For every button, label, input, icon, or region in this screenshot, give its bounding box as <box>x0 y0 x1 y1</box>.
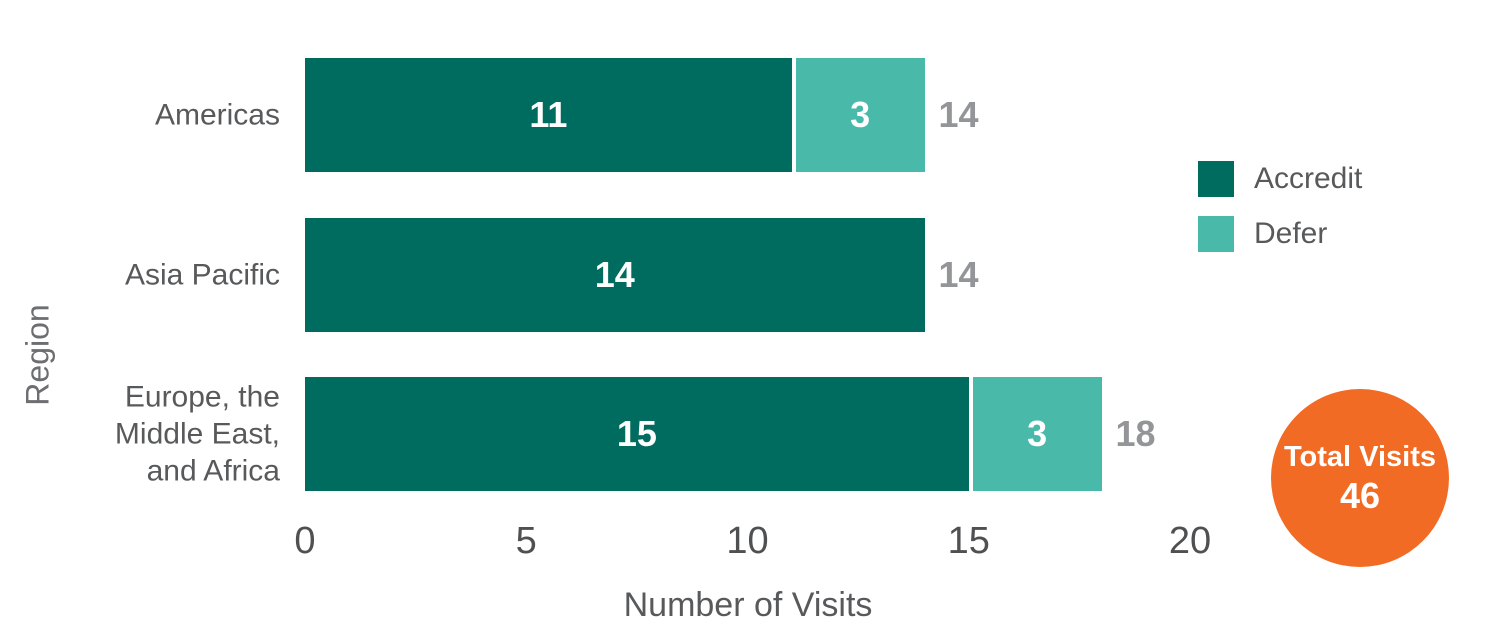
total-visits-badge: Total Visits 46 <box>1271 389 1449 567</box>
x-tick-label: 15 <box>947 520 990 562</box>
region-label: Americas <box>55 97 280 134</box>
region-label-line: Europe, the <box>124 380 280 414</box>
segment-value: 3 <box>1027 413 1048 454</box>
bar-row: Asia Pacific 14 14 <box>125 218 979 332</box>
accredit-segment: 11 <box>305 58 792 172</box>
region-label-line: Americas <box>154 98 280 132</box>
legend: Accredit Defer <box>1198 161 1362 252</box>
x-tick-label: 20 <box>1168 520 1212 562</box>
stacked-bar: 14 <box>305 218 925 332</box>
region-label-line: and Africa <box>146 454 280 488</box>
defer-segment: 3 <box>791 58 925 172</box>
defer-segment: 3 <box>968 377 1102 491</box>
legend-row: Defer <box>1198 216 1362 252</box>
bar-total-label: 14 <box>938 254 979 295</box>
region-label: Asia Pacific <box>55 257 280 294</box>
y-axis-title: Region <box>19 304 56 406</box>
segment-value: 14 <box>594 254 635 295</box>
segment-value: 3 <box>850 94 871 135</box>
region-label: Europe, the Middle East, and Africa <box>55 379 280 490</box>
accredit-segment: 15 <box>305 377 969 491</box>
region-label-line: Asia Pacific <box>124 258 280 292</box>
legend-swatch <box>1198 161 1234 197</box>
legend-swatch <box>1198 216 1234 252</box>
legend-label: Defer <box>1254 217 1328 250</box>
stacked-bar: 11 3 <box>305 58 925 172</box>
total-visits-value: 46 <box>1339 475 1381 516</box>
bar-total-label: 14 <box>938 94 979 135</box>
accredit-segment: 14 <box>305 218 925 332</box>
x-axis-title: Number of Visits <box>623 586 873 624</box>
x-tick-label: 5 <box>515 520 537 562</box>
bar-row: Americas 11 3 14 <box>155 58 979 172</box>
x-tick-label: 10 <box>726 520 769 562</box>
x-tick-label: 0 <box>294 520 316 562</box>
bar-total-label: 18 <box>1115 413 1156 454</box>
bar-row: Europe, the Middle East, and Africa 15 3 18 <box>115 377 1156 491</box>
legend-row: Accredit <box>1198 161 1362 197</box>
segment-value: 11 <box>529 94 568 135</box>
legend-label: Accredit <box>1254 162 1363 195</box>
total-visits-label: Total Visits <box>1283 441 1437 473</box>
region-label-line: Middle East, <box>114 417 280 451</box>
segment-value: 15 <box>616 413 657 454</box>
plot-area: Americas 11 3 14 Asia Pacific 14 14 Europe, the… <box>115 58 1191 492</box>
stacked-bar: 15 3 <box>305 377 1102 491</box>
